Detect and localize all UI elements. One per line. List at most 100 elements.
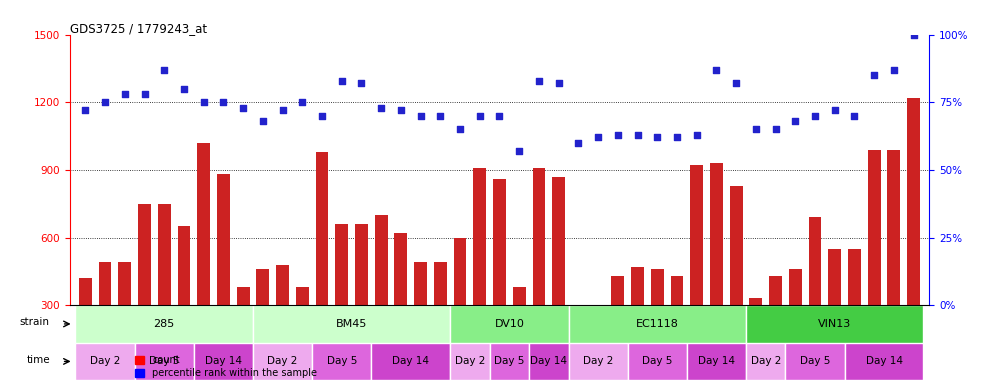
Text: Day 14: Day 14 [866, 356, 903, 366]
Bar [769, 276, 782, 305]
Bar [493, 179, 506, 305]
Point [551, 80, 567, 86]
Text: Day 5: Day 5 [149, 356, 180, 366]
Bar [253, 305, 450, 343]
Bar [789, 269, 802, 305]
Bar [690, 166, 703, 305]
Text: Day 14: Day 14 [530, 356, 568, 366]
Bar [749, 298, 762, 305]
Bar [513, 287, 526, 305]
Bar [312, 343, 372, 380]
Point [709, 67, 725, 73]
Point [610, 132, 626, 138]
Point [492, 113, 508, 119]
Text: Day 5: Day 5 [800, 356, 830, 366]
Bar [253, 343, 312, 380]
Point [847, 113, 863, 119]
Bar [490, 343, 529, 380]
Point [196, 99, 212, 105]
Bar [473, 168, 486, 305]
Bar [868, 150, 881, 305]
Bar [572, 305, 584, 310]
Point [254, 118, 270, 124]
Point [117, 91, 133, 97]
Bar [553, 177, 565, 305]
Text: GDS3725 / 1779243_at: GDS3725 / 1779243_at [70, 22, 207, 35]
Bar [453, 238, 466, 305]
Bar [76, 305, 253, 343]
Bar [158, 204, 171, 305]
Point [78, 107, 93, 113]
Point [334, 78, 350, 84]
Point [393, 107, 409, 113]
Bar [845, 343, 923, 380]
Point [571, 140, 586, 146]
Text: Day 2: Day 2 [750, 356, 781, 366]
Point [511, 148, 527, 154]
Bar [533, 168, 546, 305]
Point [97, 99, 113, 105]
Text: time: time [26, 354, 50, 364]
Bar [627, 343, 687, 380]
Text: Day 5: Day 5 [494, 356, 525, 366]
Point [472, 113, 488, 119]
Point [294, 99, 310, 105]
Bar [98, 262, 111, 305]
Bar [631, 267, 644, 305]
Text: Day 2: Day 2 [582, 356, 613, 366]
Bar [569, 343, 627, 380]
Text: Day 14: Day 14 [393, 356, 429, 366]
Bar [256, 269, 269, 305]
Text: DV10: DV10 [494, 319, 524, 329]
Text: VIN13: VIN13 [818, 319, 851, 329]
Point [373, 104, 389, 111]
Text: Day 2: Day 2 [267, 356, 298, 366]
Point [216, 99, 232, 105]
Text: Day 2: Day 2 [454, 356, 485, 366]
Bar [730, 186, 743, 305]
Text: Day 14: Day 14 [205, 356, 242, 366]
Bar [79, 278, 91, 305]
Text: Day 2: Day 2 [89, 356, 120, 366]
Bar [296, 287, 309, 305]
Bar [450, 305, 569, 343]
Point [413, 113, 428, 119]
Point [236, 104, 251, 111]
Legend: count, percentile rank within the sample: count, percentile rank within the sample [134, 355, 317, 378]
Bar [372, 343, 450, 380]
Bar [687, 343, 746, 380]
Bar [178, 226, 191, 305]
Point [354, 80, 370, 86]
Point [452, 126, 468, 132]
Bar [237, 287, 249, 305]
Point [649, 134, 665, 141]
Text: 285: 285 [154, 319, 175, 329]
Point [136, 91, 152, 97]
Bar [828, 249, 841, 305]
Point [827, 107, 843, 113]
Bar [355, 224, 368, 305]
Bar [315, 152, 328, 305]
Bar [414, 262, 427, 305]
Point [866, 72, 882, 78]
Bar [888, 150, 901, 305]
Point [531, 78, 547, 84]
Bar [591, 305, 604, 310]
Bar [395, 233, 408, 305]
Bar [217, 174, 230, 305]
Bar [450, 343, 490, 380]
Point [176, 86, 192, 92]
Bar [375, 215, 388, 305]
Bar [76, 343, 134, 380]
Point [314, 113, 330, 119]
Point [807, 113, 823, 119]
Point [669, 134, 685, 141]
Bar [138, 204, 151, 305]
Bar [651, 269, 664, 305]
Text: Day 14: Day 14 [698, 356, 735, 366]
Bar [746, 343, 785, 380]
Bar [434, 262, 446, 305]
Point [767, 126, 783, 132]
Point [629, 132, 645, 138]
Bar [848, 249, 861, 305]
